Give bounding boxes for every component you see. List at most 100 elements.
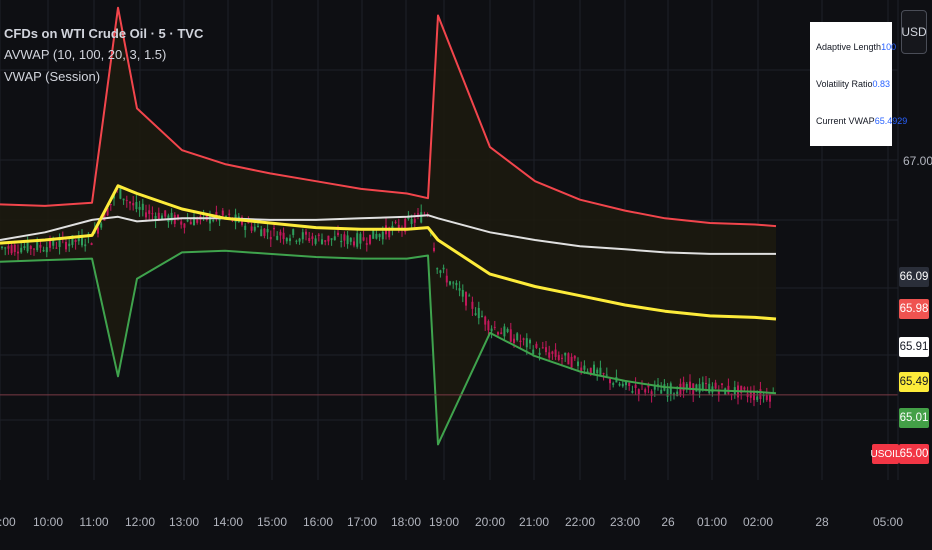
candle-body [103,211,106,221]
candle-body [394,221,397,223]
candle-body [132,203,135,206]
candle-body [493,326,496,328]
candle-body [90,243,93,245]
candle-body [653,384,656,390]
upper-band-price-label: 66.09 [899,267,929,287]
candle-body [330,238,333,240]
candle-body [417,213,419,215]
candle-body [260,229,263,237]
candle-body [289,238,291,242]
candle-body [39,244,42,248]
candle-body [644,389,647,393]
info-label: Adaptive Length [816,41,882,52]
symbol-tag: USOIL [871,444,901,464]
session-vwap-price-label: 65.91 [899,337,929,357]
candle-body [609,379,611,384]
avwap-indicator-legend[interactable]: AVWAP (10, 100, 20, 3, 1.5) [4,47,167,62]
candle-body [637,389,640,395]
candle-body [292,229,295,235]
candle-body [161,215,163,221]
red-line-price-label: 65.98 [899,299,929,319]
candle-body [42,250,45,252]
candle-body [375,233,378,239]
candle-body [439,270,442,273]
candle-body [84,244,87,247]
candle-body [324,240,327,242]
candle-body [682,382,685,391]
candle-body [362,237,365,241]
candle-body [708,383,711,393]
candle-body [436,268,439,270]
symbol-title[interactable]: CFDs on WTI Crude Oil · 5 · TVC [4,26,204,41]
candle-body [305,231,307,235]
candle-body [145,212,147,218]
candle-body [356,233,359,247]
time-axis-tick: 17:00 [347,515,377,529]
candle-body [122,198,125,201]
candle-body [365,243,368,245]
time-axis-tick: 10:00 [33,515,63,529]
indicator-info-table: Adaptive Length 100 Volatility Ratio 0.8… [810,22,907,146]
candle-body [445,275,448,283]
candle-body [628,382,631,387]
candle-body [183,223,186,228]
info-value: 100 [881,41,897,52]
time-axis-tick: 18:00 [391,515,421,529]
candle-body [321,239,323,245]
candle-body [577,361,579,367]
candle-body [634,384,637,389]
candle-body [279,231,282,236]
info-label: Volatility Ratio [816,78,873,89]
vwap-indicator-legend[interactable]: VWAP (Session) [4,69,101,84]
candle-body [74,239,77,242]
candle-body [269,237,272,240]
candle-body [541,347,544,349]
candle-body [676,391,679,397]
currency-button[interactable]: USD [901,10,927,54]
candle-body [68,243,71,247]
candle-body [45,247,48,253]
candle-body [455,282,458,286]
candle-body [13,244,16,252]
candle-body [413,219,416,223]
candle-body [333,236,336,241]
candle-body [58,240,61,247]
candle-body [407,216,410,220]
time-axis-tick: 16:00 [303,515,333,529]
info-row-adaptive-length: Adaptive Length 100 [810,28,896,65]
candle-body [106,207,109,216]
candle-body [583,365,586,370]
candle-body [535,343,538,348]
avwap-price-label: 65.49 [899,372,929,392]
candle-body [369,234,371,244]
candle-body [561,357,563,359]
candle-body [657,384,659,386]
candle-body [685,383,688,389]
candle-body [353,241,355,246]
candle-body [490,328,493,332]
candle-body [250,226,253,231]
time-axis-tick: 23:00 [610,515,640,529]
candle-body [1,246,3,248]
time-axis-tick: 19:00 [429,515,459,529]
candle-body [551,351,554,354]
candle-body [564,352,567,356]
candle-body [26,240,29,252]
candle-body [689,381,691,390]
candle-body [420,212,423,223]
candle-body [349,237,352,242]
candle-body [589,367,592,375]
candle-body [196,219,199,223]
candle-body [525,338,528,348]
candle-body [97,227,99,234]
candle-body [221,210,224,216]
candle-body [410,218,413,224]
lower-band-price-label: 65.01 [899,408,929,428]
candle-body [186,220,189,222]
candle-body [621,383,624,387]
candle-body [625,381,627,386]
candle-body [135,201,138,210]
candle-body [372,228,375,239]
